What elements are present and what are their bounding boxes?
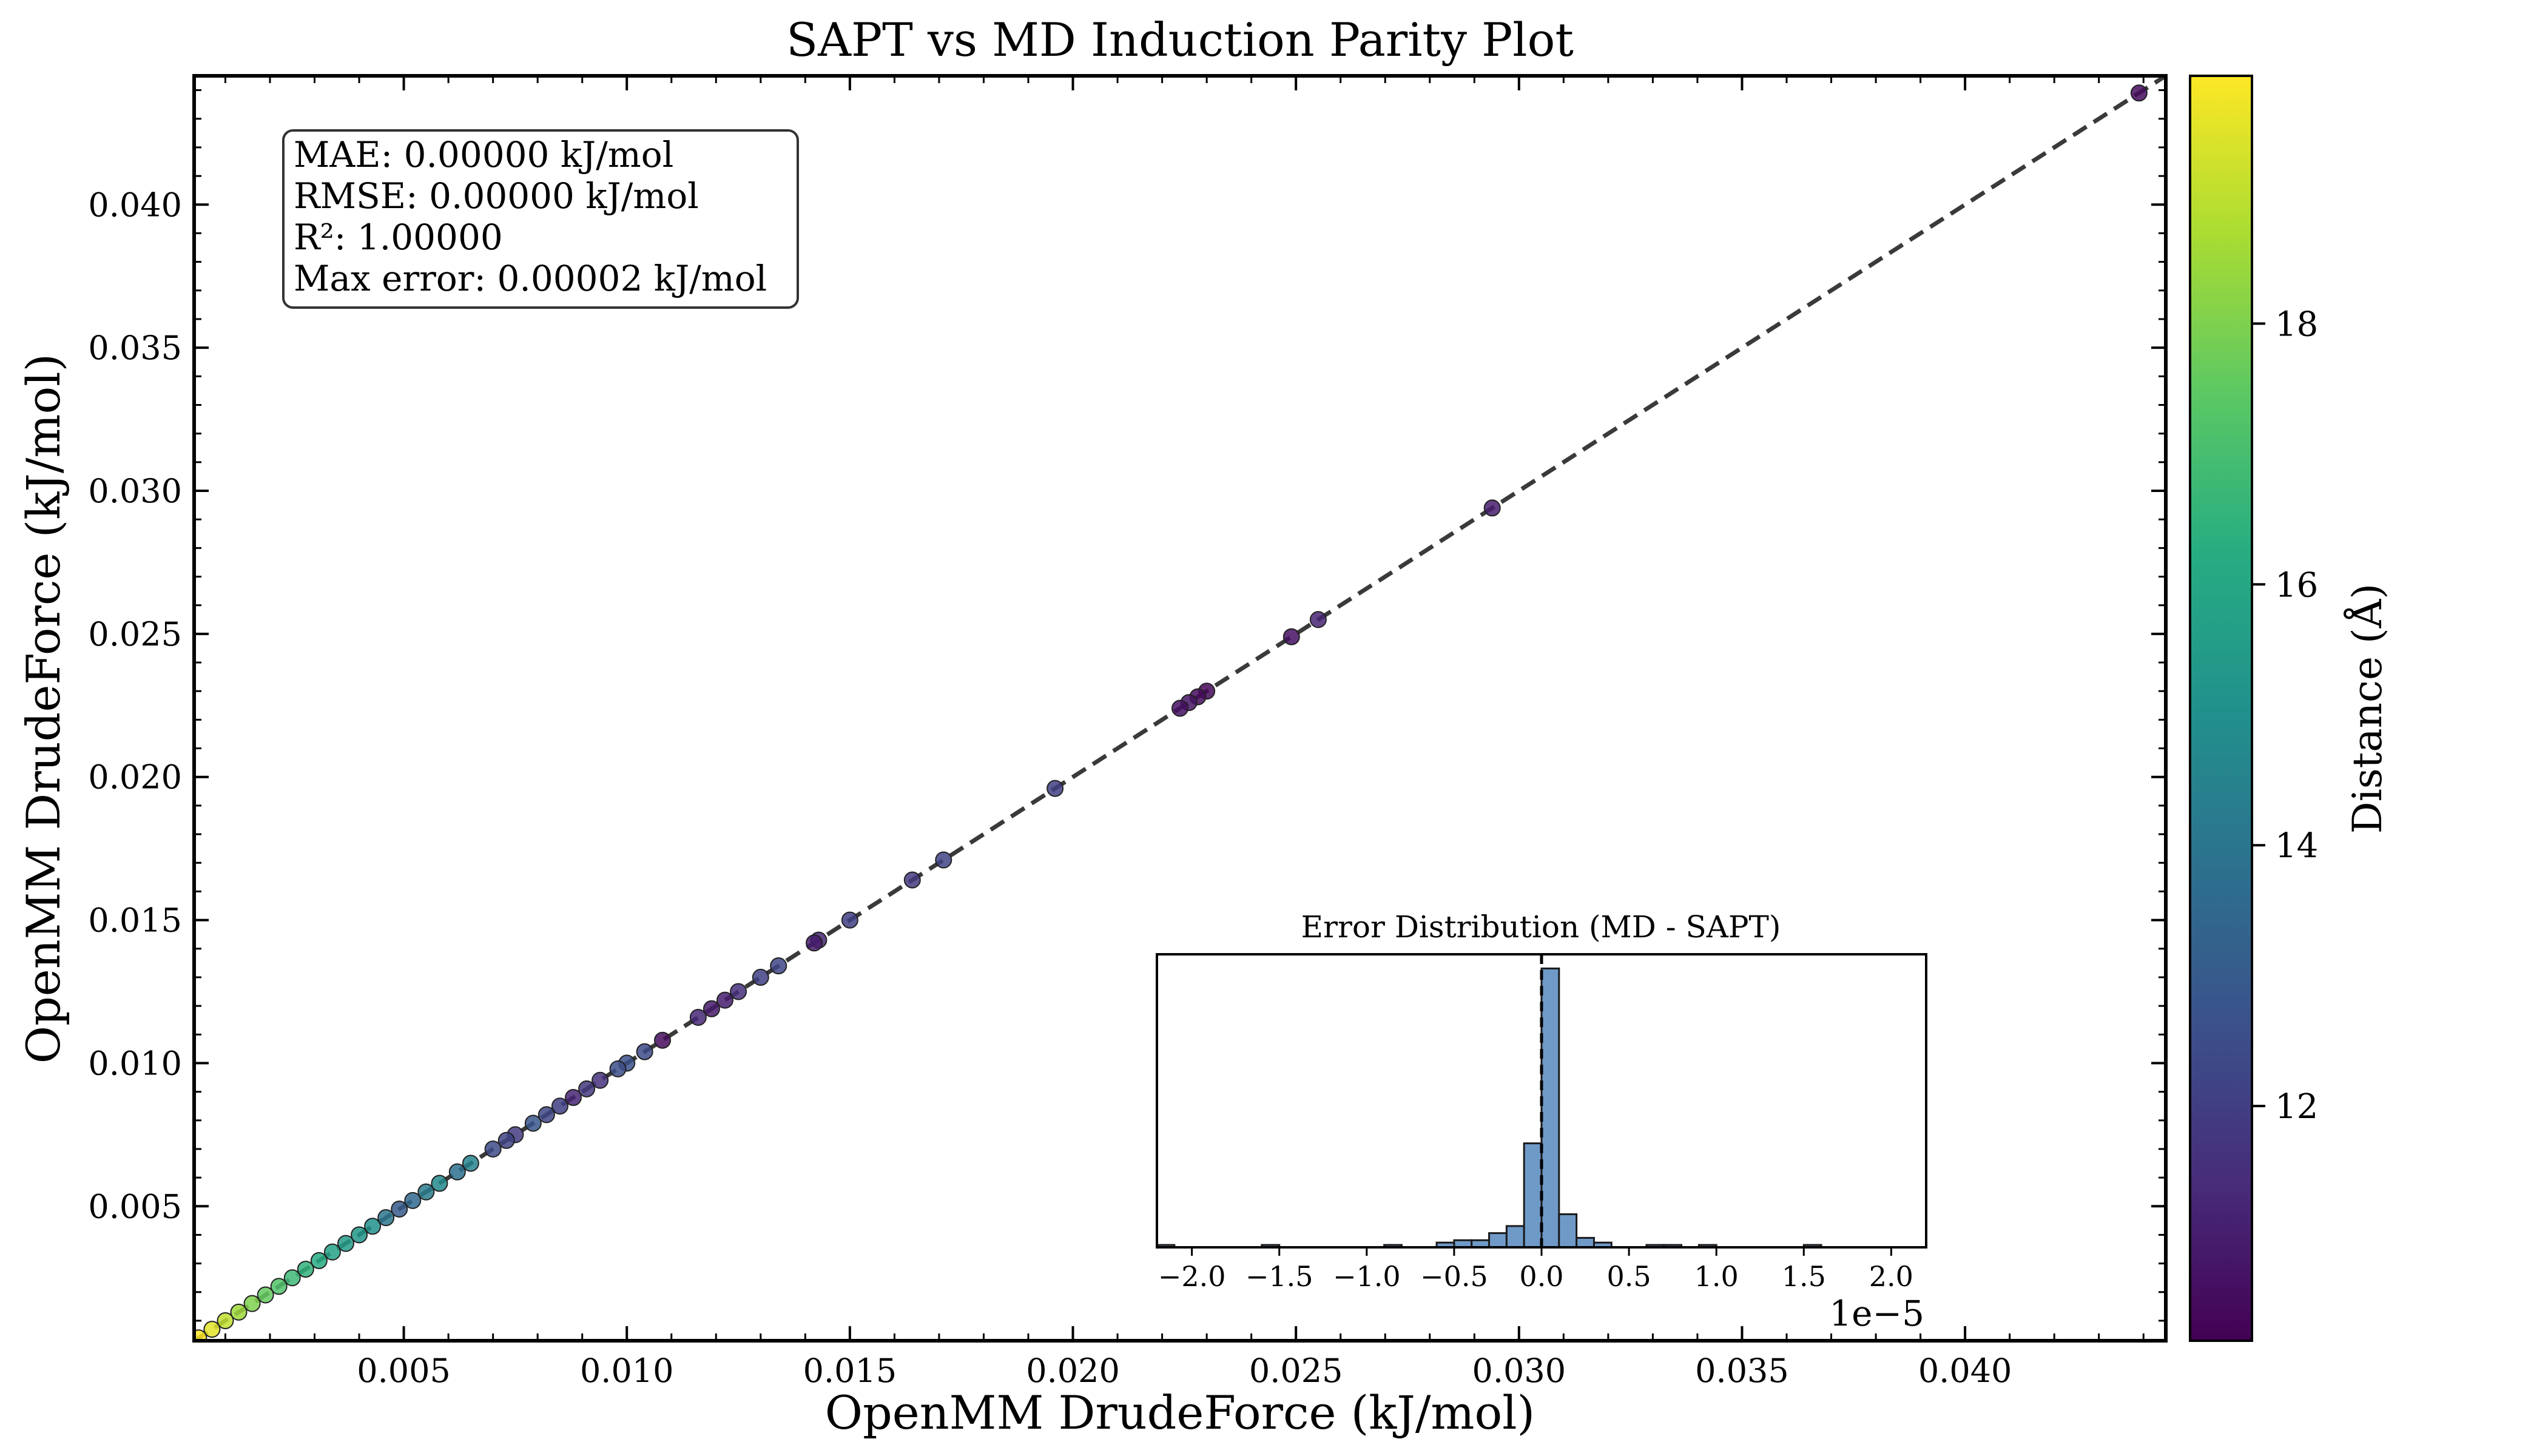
colorbar-tick-label: 14 [2275, 826, 2318, 866]
data-point [703, 1000, 720, 1017]
data-point [364, 1218, 382, 1235]
y-tick-label: 0.005 [88, 1187, 182, 1225]
y-tick-label: 0.030 [88, 472, 182, 510]
data-point [841, 911, 858, 929]
colorbar-gradient [2189, 75, 2253, 1342]
colorbar-label: Distance (Å) [2344, 584, 2391, 834]
inset-tick-label: 2.0 [1869, 1260, 1913, 1293]
data-point [716, 991, 733, 1009]
data-point [935, 851, 952, 869]
y-tick-label: 0.020 [88, 758, 182, 797]
data-point [806, 934, 823, 952]
stats-rmse: RMSE: 0.00000 kJ/mol [294, 175, 699, 217]
data-point [404, 1191, 422, 1209]
data-point [903, 871, 921, 889]
histogram-bar [1558, 1213, 1578, 1249]
data-point [565, 1089, 582, 1107]
x-tick-label: 0.025 [1249, 1352, 1343, 1390]
data-point [351, 1226, 368, 1244]
colorbar-tick-label: 16 [2275, 565, 2318, 605]
data-point [551, 1097, 568, 1115]
data-point [377, 1209, 395, 1227]
histogram-bar [1523, 1142, 1543, 1249]
data-point [592, 1071, 609, 1089]
y-axis-label: OpenMM DrudeForce (kJ/mol) [16, 354, 70, 1063]
data-point [484, 1140, 502, 1158]
inset-tick-label: 1.5 [1782, 1260, 1826, 1293]
data-point [1171, 699, 1188, 717]
stats-max-error: Max error: 0.00002 kJ/mol [294, 258, 767, 299]
histogram-bar [1505, 1225, 1525, 1249]
data-point [283, 1269, 301, 1287]
data-point [1483, 499, 1501, 517]
x-tick-label: 0.005 [357, 1352, 451, 1390]
data-point [391, 1201, 408, 1218]
stats-box: MAE: 0.00000 kJ/mol RMSE: 0.00000 kJ/mol… [282, 129, 799, 309]
histogram-bar [1540, 967, 1560, 1249]
data-point [654, 1031, 672, 1049]
inset-tick-label: 1.0 [1694, 1260, 1739, 1293]
data-point [297, 1261, 314, 1278]
data-point [609, 1060, 627, 1077]
data-point [1309, 611, 1327, 629]
inset-tick-label: −2.0 [1158, 1260, 1226, 1293]
data-point [524, 1114, 542, 1132]
chart-title: SAPT vs MD Induction Parity Plot [786, 13, 1574, 67]
data-point [194, 1329, 207, 1341]
stats-mae: MAE: 0.00000 kJ/mol [294, 134, 673, 175]
stats-r2: R²: 1.00000 [294, 217, 503, 258]
colorbar-tick-label: 18 [2275, 305, 2318, 344]
inset-tick-label: −1.5 [1245, 1260, 1313, 1293]
data-point [337, 1235, 354, 1252]
x-tick-label: 0.020 [1026, 1352, 1120, 1390]
data-point [1046, 780, 1064, 797]
data-point [203, 1321, 221, 1338]
inset-offset-label: 1e−5 [1829, 1293, 1924, 1334]
data-point [310, 1252, 328, 1269]
data-point [770, 957, 787, 975]
colorbar: 12 14 16 18 Distance (Å) [2189, 75, 2391, 1342]
y-tick-label: 0.035 [88, 329, 182, 367]
data-point [1282, 628, 1300, 645]
inset-tick-label: 0.0 [1519, 1260, 1563, 1293]
data-point [417, 1183, 435, 1201]
data-point [243, 1295, 261, 1312]
y-tick-label: 0.025 [88, 615, 182, 653]
data-point [217, 1312, 234, 1329]
data-point [448, 1163, 466, 1181]
inset-histogram: Error Distribution (MD - SAPT) −2.0 −1.5−… [1156, 909, 1927, 1334]
histogram-bar [1488, 1232, 1508, 1249]
data-point [462, 1154, 479, 1172]
data-point [497, 1131, 515, 1149]
y-tick-label: 0.040 [88, 186, 182, 224]
data-point [230, 1303, 248, 1321]
inset-title: Error Distribution (MD - SAPT) [1301, 909, 1781, 945]
inset-tick-label: −1.0 [1333, 1260, 1401, 1293]
data-point [270, 1278, 288, 1295]
x-tick-label: 0.015 [803, 1352, 897, 1390]
data-point [2130, 84, 2148, 102]
data-point [636, 1043, 653, 1060]
x-tick-label: 0.035 [1695, 1352, 1789, 1390]
data-point [752, 968, 769, 986]
x-tick-label: 0.030 [1472, 1352, 1566, 1390]
y-tick-label: 0.010 [88, 1044, 182, 1082]
x-axis-label: OpenMM DrudeForce (kJ/mol) [825, 1386, 1535, 1440]
data-point [323, 1243, 341, 1261]
data-point [689, 1008, 707, 1026]
plot-frame [192, 74, 2168, 1343]
data-point [730, 983, 747, 1000]
histogram-bar [1576, 1236, 1595, 1249]
data-point [538, 1106, 555, 1124]
colorbar-tick-label: 12 [2275, 1087, 2318, 1127]
data-point [578, 1080, 596, 1097]
y-tick-label: 0.015 [88, 902, 182, 940]
data-point [257, 1286, 274, 1304]
x-tick-label: 0.040 [1918, 1352, 2012, 1390]
x-tick-label: 0.010 [580, 1352, 674, 1390]
data-point [431, 1175, 448, 1192]
inset-tick-label: 0.5 [1607, 1260, 1651, 1293]
inset-tick-label: −0.5 [1420, 1260, 1488, 1293]
